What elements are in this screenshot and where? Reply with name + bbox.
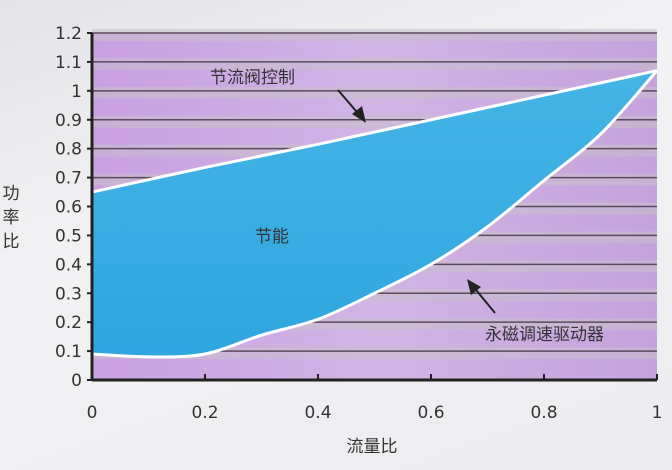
x-tick-label: 1 — [652, 403, 663, 423]
y-tick-label: 0 — [71, 371, 82, 391]
x-tick-label: 0.2 — [191, 403, 218, 423]
grid-band — [92, 57, 657, 70]
y-tick-label: 0.3 — [55, 284, 82, 304]
y-tick-label: 0.7 — [55, 169, 82, 189]
x-tick-label: 0.6 — [417, 403, 444, 423]
y-tick-label: 0.1 — [55, 342, 82, 362]
arrow-throttle — [337, 89, 366, 123]
y-tick-label: 1 — [71, 82, 82, 102]
y-axis-label: 功率比 — [2, 184, 20, 252]
x-tick-label: 0 — [87, 403, 98, 423]
x-axis-label: 流量比 — [347, 437, 398, 457]
energy-saving-area — [92, 70, 657, 357]
grid-band — [92, 29, 657, 41]
arrow-pm-drive — [467, 279, 496, 314]
y-tick-label: 1.1 — [55, 53, 82, 73]
y-tick-label: 0.2 — [55, 313, 82, 333]
y-tick-label: 1.2 — [55, 24, 82, 44]
fill-label: 节能 — [255, 227, 289, 247]
series-label-throttle: 节流阀控制 — [210, 68, 295, 88]
grid-band — [92, 86, 657, 99]
x-tick-label: 0.4 — [304, 403, 331, 423]
y-tick-label: 0.5 — [55, 226, 82, 246]
grid-band — [92, 347, 657, 360]
y-tick-label: 0.9 — [55, 111, 82, 131]
series-line-throttle — [91, 69, 658, 194]
y-tick-label: 0.6 — [55, 198, 82, 218]
y-tick-label: 0.8 — [55, 140, 82, 160]
series-label-pm-drive: 永磁调速驱动器 — [485, 325, 604, 345]
series-line-pm-drive — [91, 69, 659, 359]
x-tick-label: 0.8 — [530, 403, 557, 423]
y-tick-label: 0.4 — [55, 255, 82, 275]
